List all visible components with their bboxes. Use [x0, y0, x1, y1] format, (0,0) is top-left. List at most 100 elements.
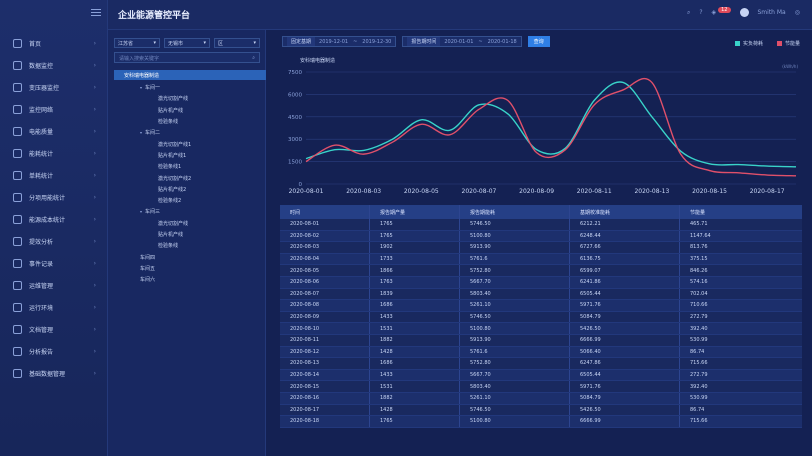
tree-group-node[interactable]: ▾ 车间三 — [108, 206, 266, 217]
tree-leaf-node[interactable]: 激光切割产线2 — [108, 172, 266, 183]
menu-toggle-icon[interactable] — [91, 9, 101, 17]
tree-group-node[interactable]: 车间四 — [108, 251, 266, 262]
table-row[interactable]: 2020-08-08 1686 5261.10 5971.76 710.66 — [280, 300, 802, 312]
y-tick-label: 7500 — [288, 70, 302, 76]
table-row[interactable]: 2020-08-01 1765 5746.50 6212.21 465.71 — [280, 219, 802, 231]
column-header[interactable]: 报告期产量 — [370, 205, 460, 219]
table-row[interactable]: 2020-08-02 1765 5100.80 6248.44 1147.64 — [280, 230, 802, 243]
tree-root-node[interactable]: 安科瑞电器制造 — [114, 70, 266, 80]
table-row[interactable]: 2020-08-14 1433 5667.70 6505.44 272.79 — [280, 369, 802, 382]
baseline-label[interactable]: 固定基期 — [287, 37, 316, 46]
baseline-period-field[interactable]: 固定基期 2019-12-01 ~ 2019-12-30 — [282, 36, 397, 47]
tree-leaf-node[interactable]: 检验条线 — [108, 116, 266, 127]
table-row[interactable]: 2020-08-12 1428 5761.6 5066.40 86.74 — [280, 346, 802, 359]
city-select[interactable]: 无锡市 ▾ — [164, 38, 210, 48]
table-row[interactable]: 2020-08-04 1733 5761.6 6136.75 375.15 — [280, 253, 802, 266]
baseline-end[interactable]: 2019-12-30 — [362, 38, 392, 45]
tree-leaf-node[interactable]: 检验条线 — [108, 240, 266, 251]
table-cell: 2020-08-06 — [280, 276, 370, 288]
sidebar-item[interactable]: 分项用能统计 › — [0, 186, 108, 208]
table-row[interactable]: 2020-08-03 1902 5913.90 6727.66 813.76 — [280, 242, 802, 254]
report-end[interactable]: 2020-01-18 — [487, 38, 517, 45]
expand-arrow-icon[interactable]: ▾ — [140, 209, 143, 215]
sidebar-item[interactable]: 运维管理 › — [0, 274, 108, 296]
sidebar-item[interactable]: 文档管理 › — [0, 318, 108, 340]
table-row[interactable]: 2020-08-15 1531 5803.40 5971.76 392.40 — [280, 381, 802, 393]
column-header[interactable]: 节能量 — [690, 209, 706, 216]
chevron-right-icon: › — [93, 303, 96, 311]
province-select[interactable]: 江苏省 ▾ — [114, 38, 160, 48]
sidebar-item-label: 能源成本统计 — [29, 216, 66, 224]
sidebar-item[interactable]: 事件记录 › — [0, 252, 108, 274]
table-cell: 1882 — [370, 392, 460, 404]
tree-leaf-node[interactable]: 激光切割产线1 — [108, 138, 266, 149]
line-chart: 0 1500 3000 4500 6000 7500 2020-08-01 2020-08-0… — [288, 70, 797, 195]
table-cell: 1733 — [370, 253, 460, 265]
tree-group-node[interactable]: 车间五 — [108, 263, 266, 274]
user-name[interactable]: Smith Ma — [757, 9, 786, 16]
table-row[interactable]: 2020-08-06 1763 5667.70 6241.86 574.16 — [280, 276, 802, 289]
sidebar-item[interactable]: 变压器监控 › — [0, 76, 108, 98]
sidebar-item[interactable]: 电能质量 › — [0, 120, 108, 142]
table-row[interactable]: 2020-08-10 1531 5100.80 5426.50 392.40 — [280, 323, 802, 335]
table-cell: 1866 — [370, 265, 460, 276]
table-row[interactable]: 2020-08-11 1882 5913.90 6666.99 530.99 — [280, 334, 802, 347]
tree-leaf-node[interactable]: 贴片机产线 — [108, 105, 266, 116]
table-row[interactable]: 2020-08-07 1839 5803.40 6505.44 702.04 — [280, 288, 802, 301]
legend-item[interactable]: 实负荷耗 — [734, 40, 763, 47]
avatar[interactable] — [739, 8, 749, 17]
chevron-right-icon: › — [93, 237, 96, 245]
table-row[interactable]: 2020-08-05 1866 5752.80 6599.07 846.26 — [280, 265, 802, 277]
table-row[interactable]: 2020-08-17 1428 5746.50 5426.50 86.74 — [280, 404, 802, 417]
help-icon[interactable]: ? — [699, 9, 703, 16]
sidebar-item[interactable]: 监控网络 › — [0, 98, 108, 120]
table-row[interactable]: 2020-08-13 1686 5752.80 6247.86 715.66 — [280, 358, 802, 370]
table-cell: 1428 — [370, 346, 460, 358]
x-tick-label: 2020-08-07 — [462, 188, 497, 195]
tree-leaf-node[interactable]: 激光切割产线 — [108, 218, 266, 229]
tree-leaf-node[interactable]: 贴片机产线 — [108, 229, 266, 240]
sidebar-item-label: 电能质量 — [29, 128, 54, 136]
tree-search-input[interactable]: 请输入搜索关键字 ⌕ — [114, 52, 260, 63]
query-button[interactable]: 查询 — [527, 36, 550, 47]
sidebar-item[interactable]: 首页 › — [0, 32, 108, 54]
district-select[interactable]: 区 ▾ — [214, 38, 260, 48]
globe-icon[interactable]: ◎ — [794, 9, 800, 16]
sidebar-item[interactable]: 数据监控 › — [0, 54, 108, 76]
sidebar-item-label: 数据监控 — [29, 62, 54, 70]
sidebar-item[interactable]: 分析报告 › — [0, 340, 108, 362]
tree-leaf-node[interactable]: 激光切割产线 — [108, 93, 266, 104]
report-start[interactable]: 2020-01-01 — [444, 38, 474, 45]
sidebar-item[interactable]: 运行环境 › — [0, 296, 108, 318]
tree-group-node[interactable]: ▾ 车间二 — [108, 127, 266, 138]
tree-leaf-node[interactable]: 贴片机产线1 — [108, 150, 266, 161]
sidebar-item[interactable]: 基础数据管理 › — [0, 362, 108, 384]
report-period-field[interactable]: 报告期时间 2020-01-01 ~ 2020-01-18 — [402, 36, 522, 47]
table-row[interactable]: 2020-08-18 1765 5100.80 6666.99 715.66 — [280, 416, 802, 428]
column-header[interactable]: 基期校准能耗 — [570, 205, 680, 219]
legend-item[interactable]: 节能量 — [776, 40, 800, 47]
column-header[interactable]: 报告期能耗 — [460, 205, 570, 219]
tree-group-node[interactable]: 车间六 — [108, 274, 266, 285]
table-cell: 1433 — [370, 311, 460, 323]
tree-leaf-node[interactable]: 贴片机产线2 — [108, 184, 266, 195]
table-row[interactable]: 2020-08-09 1433 5746.50 5084.79 272.79 — [280, 311, 802, 324]
table-row[interactable]: 2020-08-16 1882 5261.10 5084.79 530.99 — [280, 392, 802, 405]
tree-leaf-node[interactable]: 检验条线2 — [108, 195, 266, 206]
expand-arrow-icon[interactable]: ▾ — [140, 130, 143, 136]
sidebar-item[interactable]: 单耗统计 › — [0, 164, 108, 186]
table-cell: 5761.6 — [460, 253, 570, 265]
baseline-start[interactable]: 2019-12-01 — [319, 38, 349, 45]
tree-leaf-node[interactable]: 检验条线1 — [108, 161, 266, 172]
expand-arrow-icon[interactable]: ▾ — [140, 85, 143, 91]
search-icon[interactable]: ⌕ — [252, 55, 255, 61]
sidebar-item[interactable]: 提效分析 › — [0, 230, 108, 252]
table-cell: 574.16 — [690, 279, 708, 286]
tree-group-node[interactable]: ▾ 车间一 — [108, 82, 266, 93]
sidebar-item[interactable]: 能耗统计 › — [0, 142, 108, 164]
column-header[interactable]: 时间 — [280, 205, 370, 219]
y-tick-label: 3000 — [288, 137, 302, 143]
sidebar-item[interactable]: 能源成本统计 › — [0, 208, 108, 230]
search-icon[interactable]: ⌕ — [686, 8, 691, 16]
notification-icon[interactable]: ◈ — [711, 9, 717, 16]
